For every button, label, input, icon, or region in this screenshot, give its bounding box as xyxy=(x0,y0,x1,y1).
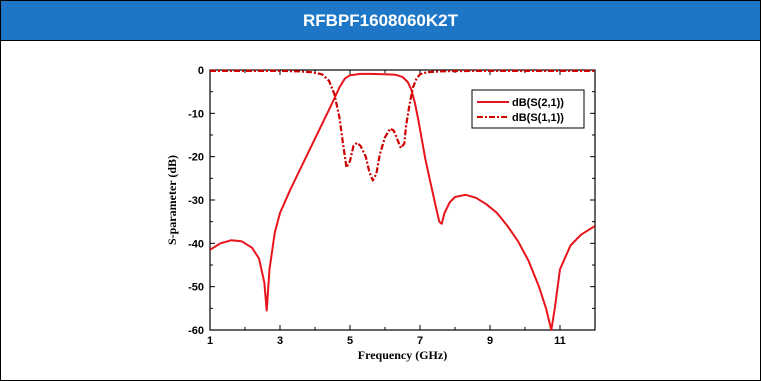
legend-box xyxy=(471,89,585,129)
chart-title: RFBPF1608060K2T xyxy=(1,1,760,41)
y-tick-label: -30 xyxy=(188,195,204,207)
x-tick-label: 1 xyxy=(207,335,213,347)
y-tick-label: -10 xyxy=(188,108,204,120)
legend-label: dB(S(2,1)) xyxy=(512,97,564,109)
x-tick-label: 3 xyxy=(277,335,283,347)
y-tick-label: -20 xyxy=(188,152,204,164)
y-tick-label: -40 xyxy=(188,238,204,250)
x-tick-label: 5 xyxy=(347,335,353,347)
x-tick-label: 11 xyxy=(554,335,566,347)
series-line-s21 xyxy=(210,72,595,331)
y-axis-label: S-parameter (dB) xyxy=(165,155,179,245)
x-tick-label: 7 xyxy=(417,335,423,347)
series-line-s11 xyxy=(210,69,595,182)
x-tick-label: 9 xyxy=(487,335,493,347)
x-axis-label: Frequency (GHz) xyxy=(358,348,447,362)
legend-label: dB(S(1,1)) xyxy=(512,112,564,124)
y-tick-label: -50 xyxy=(188,282,204,294)
chart-svg: 1 3 5 7 9 11 0 -10 -20 -30 -40 -50 -60 Frequency (GHz… xyxy=(165,65,596,362)
y-tick-label: -60 xyxy=(188,325,204,337)
y-tick-label: 0 xyxy=(198,65,204,77)
